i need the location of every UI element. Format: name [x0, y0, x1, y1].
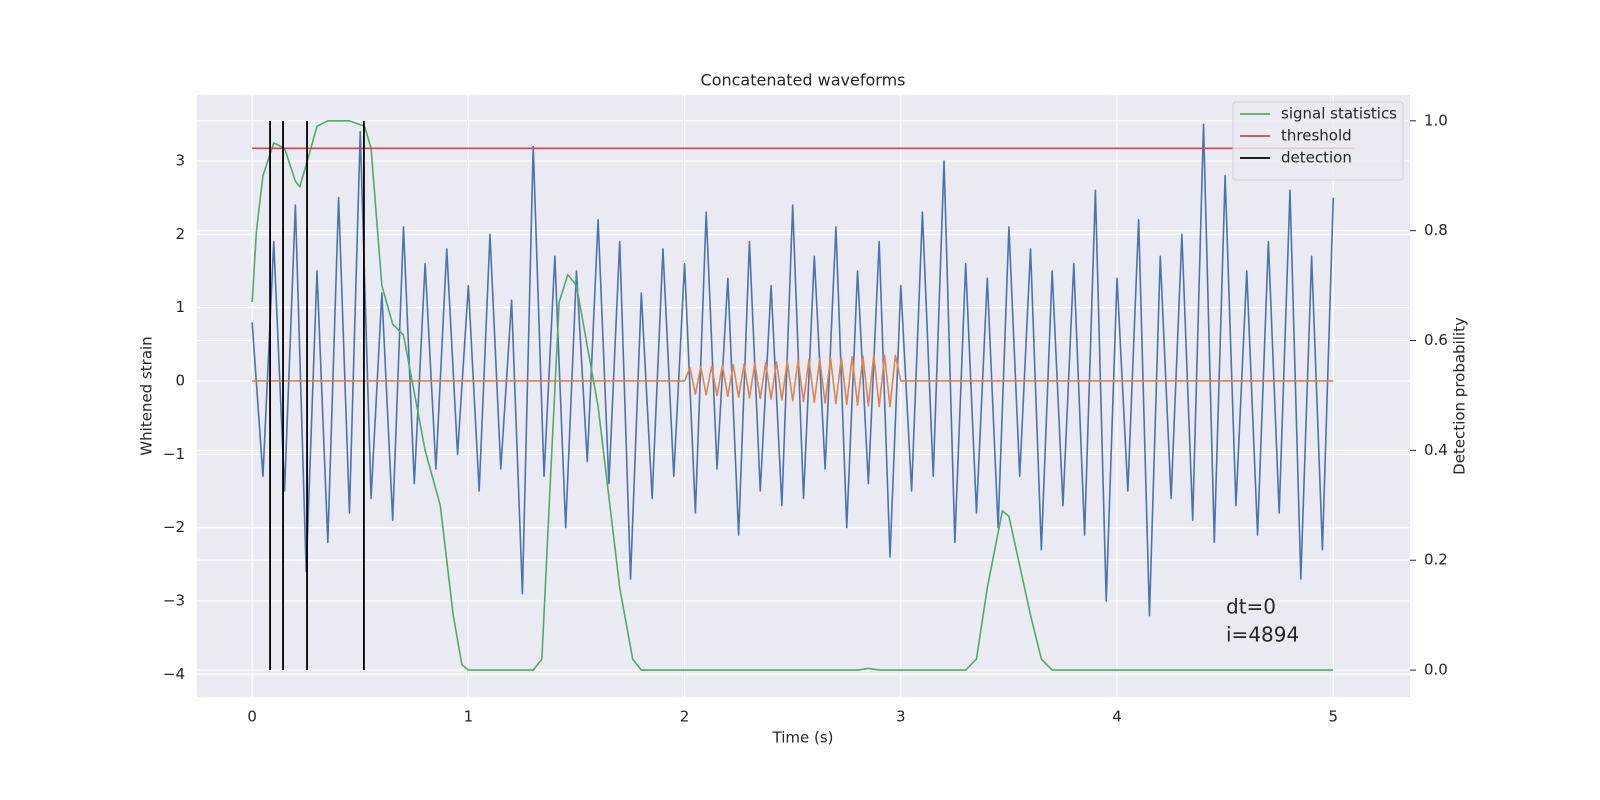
y-tick-label: 1	[175, 298, 185, 316]
legend-box	[1232, 101, 1404, 181]
x-tick-label: 4	[1112, 708, 1122, 726]
y2-tick-label: 0.6	[1424, 331, 1448, 349]
y-axis-label: Whitened strain	[138, 336, 156, 455]
annotation: dt=0	[1226, 595, 1276, 619]
legend-label: threshold	[1281, 127, 1352, 145]
chart-title: Concatenated waveforms	[701, 71, 906, 90]
y2-tick-label: 0.8	[1424, 221, 1448, 239]
annotation: i=4894	[1226, 623, 1299, 647]
y-tick-label: −2	[163, 518, 185, 536]
y-tick-label: −4	[163, 665, 185, 683]
legend-label: detection	[1281, 149, 1352, 167]
y-tick-label: 3	[175, 151, 185, 169]
x-axis-label: Time (s)	[772, 729, 834, 747]
y-tick-label: 2	[175, 225, 185, 243]
x-tick-label: 2	[680, 708, 690, 726]
legend-label: signal statistics	[1281, 105, 1397, 123]
x-tick-label: 1	[464, 708, 474, 726]
y2-tick-label: 0.2	[1424, 551, 1448, 569]
y-tick-label: −3	[163, 591, 185, 609]
y2-axis-label: Detection probability	[1451, 317, 1469, 475]
y-tick-label: 0	[175, 371, 185, 389]
y2-tick-label: 1.0	[1424, 111, 1448, 129]
x-tick-label: 5	[1328, 708, 1338, 726]
series-line	[252, 354, 1334, 408]
y-tick-label: −1	[163, 445, 185, 463]
y2-tick-label: 0.4	[1424, 441, 1448, 459]
series-line	[251, 123, 1335, 617]
y2-tick-label: 0.0	[1424, 661, 1448, 679]
legend: signal statistics threshold detection	[1232, 101, 1404, 181]
x-tick-label: 0	[247, 708, 257, 726]
x-tick-label: 3	[896, 708, 906, 726]
